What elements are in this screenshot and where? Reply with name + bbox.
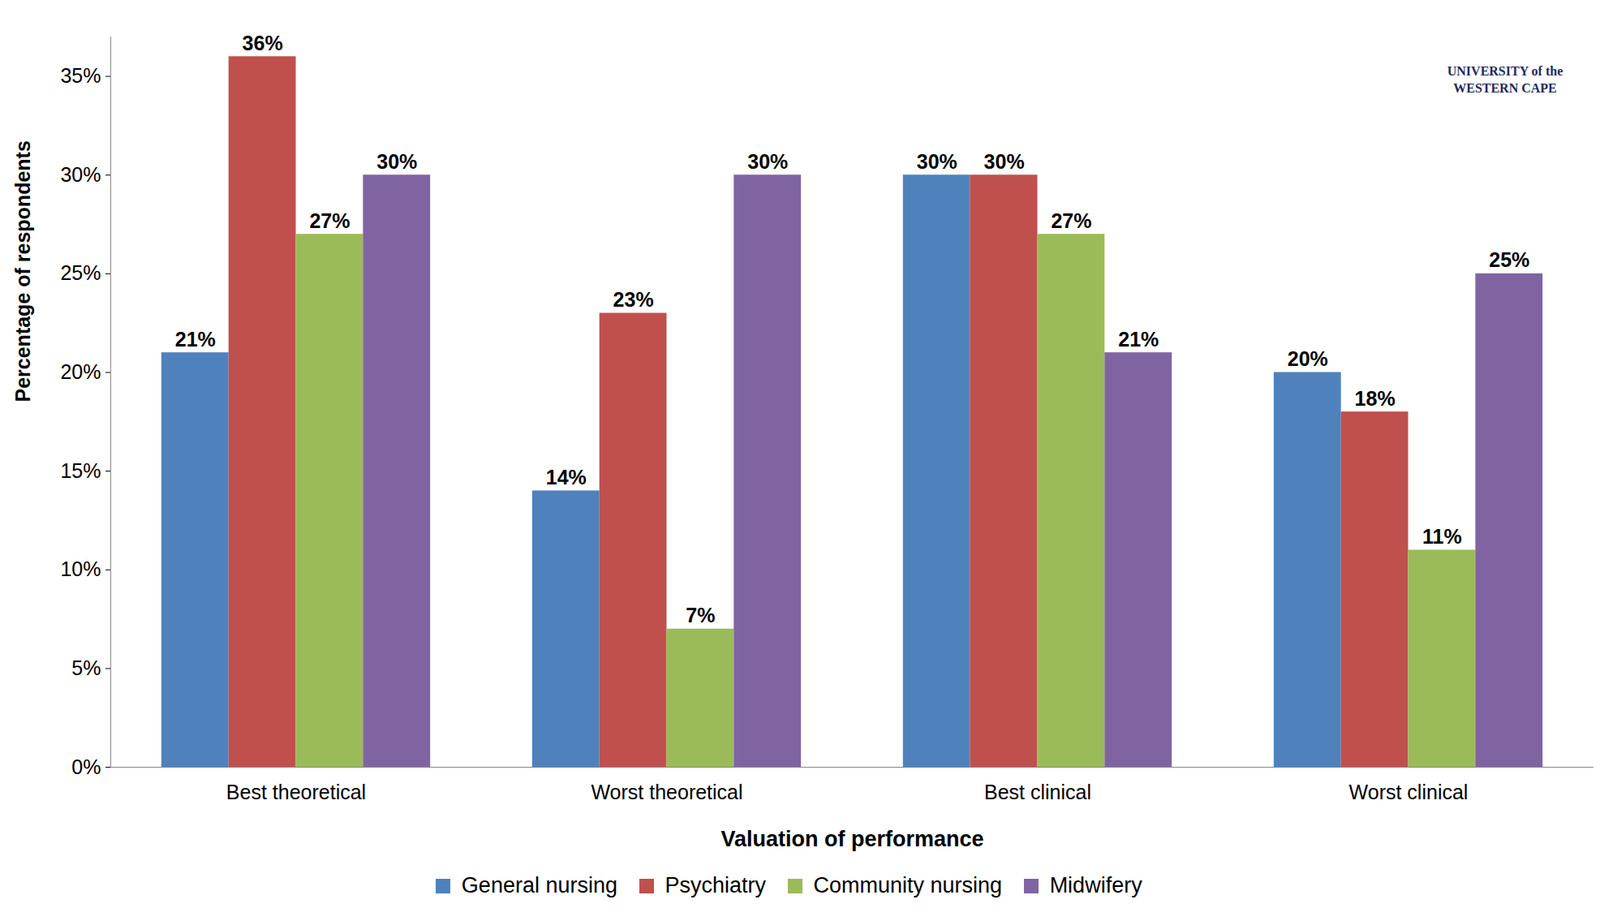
html-text:Midwifery: Midwifery [1049, 873, 1143, 898]
svg-text:14%: 14% [546, 465, 587, 489]
html-text:General nursing: General nursing [461, 873, 618, 898]
svg-text:Percentage of respondents: Percentage of respondents [11, 140, 35, 402]
svg-text:Worst clinical: Worst clinical [1349, 780, 1469, 804]
svg-text:23%: 23% [613, 288, 654, 311]
svg-text:15%: 15% [60, 459, 101, 482]
svg-text:Best theoretical: Best theoretical [226, 780, 366, 804]
svg-text:0%: 0% [71, 755, 101, 779]
svg-text:25%: 25% [60, 261, 101, 284]
svg-text:5%: 5% [71, 656, 101, 680]
svg-text:21%: 21% [175, 327, 216, 351]
svg-text:35%: 35% [60, 64, 101, 87]
svg-text:25%: 25% [1488, 248, 1530, 271]
svg-text:10%: 10% [60, 557, 101, 581]
svg-text:27%: 27% [309, 209, 350, 233]
svg-text:30%: 30% [376, 150, 418, 173]
svg-text:20%: 20% [1287, 347, 1329, 370]
svg-text:30%: 30% [747, 150, 788, 173]
svg-text:21%: 21% [1118, 327, 1159, 351]
svg-text:7%: 7% [685, 603, 715, 627]
svg-text:27%: 27% [1050, 209, 1092, 233]
svg-text:11%: 11% [1422, 524, 1463, 548]
svg-text:Worst theoretical: Worst theoretical [590, 780, 743, 804]
svg-text:30%: 30% [984, 150, 1025, 173]
svg-text:Best clinical: Best clinical [984, 780, 1092, 804]
svg-text:30%: 30% [916, 150, 958, 173]
svg-text:18%: 18% [1354, 387, 1396, 410]
svg-text:20%: 20% [60, 360, 101, 383]
html-text:Psychiatry: Psychiatry [664, 873, 766, 898]
svg-text:Valuation of performance: Valuation of performance [720, 826, 984, 852]
html-text:Community nursing: Community nursing [813, 873, 1003, 898]
svg-text:30%: 30% [60, 163, 101, 186]
svg-text:36%: 36% [242, 31, 284, 55]
html-text:UNIVERSITY of the WESTERN CAPE: UNIVERSITY of the WESTERN CAPE [1447, 64, 1563, 95]
